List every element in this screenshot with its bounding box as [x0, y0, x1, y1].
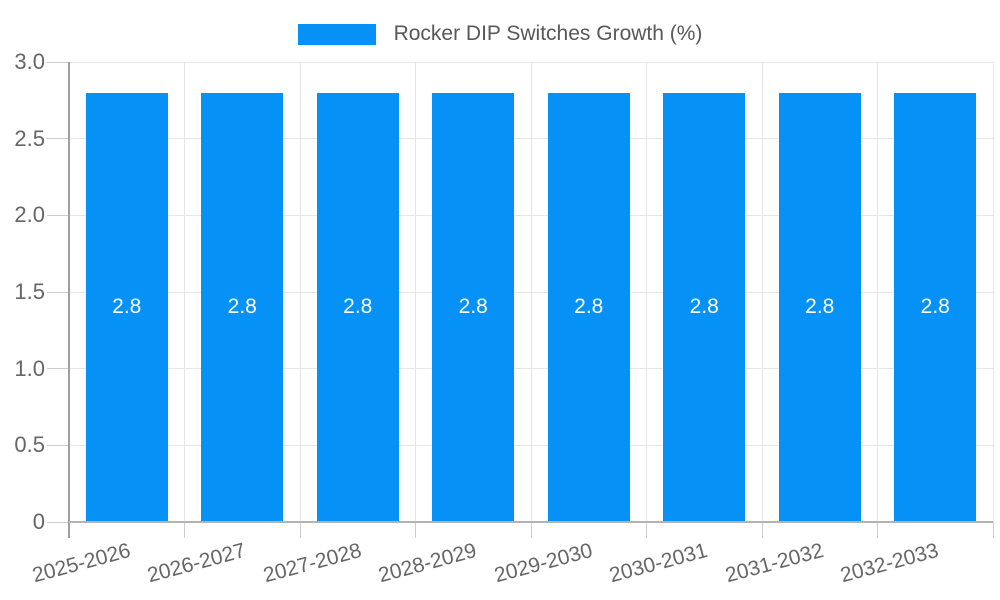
bar-value-label: 2.8: [227, 295, 257, 319]
y-axis-line: [68, 62, 70, 538]
bar: 2.8: [432, 92, 515, 522]
bar-band: 2.8: [531, 62, 647, 522]
y-axis-tick-label: 2.5: [14, 125, 45, 151]
x-axis-tick: [646, 522, 647, 538]
bar: 2.8: [894, 92, 977, 522]
bar: 2.8: [547, 92, 630, 522]
y-axis-tick-label: 0.5: [14, 432, 45, 458]
gridline-vertical: [415, 62, 416, 522]
x-axis-tick: [761, 522, 763, 538]
gridline-vertical: [646, 62, 647, 522]
bar-value-label: 2.8: [112, 295, 142, 319]
y-axis-tick-label: 0: [32, 509, 45, 534]
y-axis-tick-label: 2.0: [14, 202, 45, 228]
bar-value-label: 2.8: [689, 295, 719, 319]
y-axis-tick: [47, 291, 69, 293]
y-axis-tick-label: 1.0: [14, 355, 45, 381]
y-axis-tick: [47, 521, 69, 523]
x-axis-tick: [877, 522, 878, 538]
xlabel-layer: 2025-2026 2026-2027 2027-2028 2028-2029 2029…: [30, 62, 993, 587]
bar-band: 2.8: [300, 62, 416, 522]
x-axis-tick: [992, 522, 994, 538]
legend-swatch: [297, 23, 376, 45]
bar-value-label: 2.8: [343, 295, 373, 319]
bar-band: 2.8: [647, 62, 763, 522]
y-axis-tick-label: 3.0: [14, 49, 45, 74]
bars-layer: 2.8 2.8 2.8 2.8 2.8 2.8 2.8 2.8: [69, 62, 993, 522]
bar: 2.8: [201, 92, 284, 522]
bar-band: 2.8: [69, 62, 185, 522]
bar-band: 2.8: [185, 62, 301, 522]
gridline-vertical: [184, 62, 185, 522]
x-axis-tick: [530, 522, 532, 538]
x-axis-tick: [184, 522, 185, 538]
legend: Rocker DIP Switches Growth (%): [0, 8, 1000, 60]
y-axis-tick: [47, 138, 69, 140]
bar-value-label: 2.8: [458, 295, 488, 319]
bar: 2.8: [663, 92, 746, 522]
bar: 2.8: [316, 92, 399, 522]
y-axis-tick: [47, 61, 69, 63]
bar-band: 2.8: [878, 62, 994, 522]
y-axis-tick-label: 1.5: [14, 279, 45, 304]
bar-value-label: 2.8: [805, 295, 835, 319]
bar-value-label: 2.8: [574, 295, 604, 319]
legend-item: Rocker DIP Switches Growth (%): [297, 22, 703, 46]
bar: 2.8: [778, 92, 861, 522]
grid-layer: 0 0.5 1.0 1.5 2.0 2.5 3.0: [14, 49, 994, 538]
gridline-vertical: [877, 62, 878, 522]
plot-area: 0 0.5 1.0 1.5 2.0 2.5 3.0 2.8 2.8 2.8 2.8 2.8 2.8 2.…: [14, 49, 994, 587]
bar-value-label: 2.8: [920, 295, 950, 319]
gridline-vertical: [761, 62, 763, 522]
legend-label: Rocker DIP Switches Growth (%): [393, 22, 703, 45]
bar-band: 2.8: [416, 62, 532, 522]
bar: 2.8: [85, 92, 168, 522]
x-axis-tick: [415, 522, 416, 538]
gridline-vertical: [992, 62, 994, 522]
y-axis-tick: [47, 368, 69, 370]
x-axis-tick: [299, 522, 301, 538]
gridline-vertical: [299, 62, 301, 522]
gridline-vertical: [530, 62, 532, 522]
x-axis-line: [69, 521, 993, 523]
bar-band: 2.8: [762, 62, 878, 522]
y-axis-tick: [47, 444, 69, 446]
y-axis-tick: [47, 214, 69, 216]
